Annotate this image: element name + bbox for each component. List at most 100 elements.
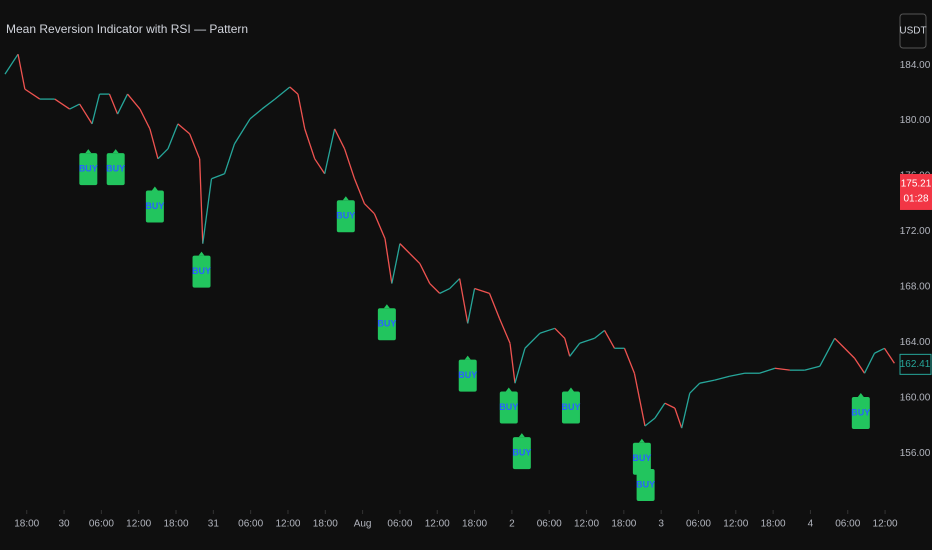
price-segment — [116, 93, 129, 115]
price-segment — [883, 347, 895, 364]
signal-tip — [638, 438, 645, 443]
signal-label: BUY — [145, 201, 164, 211]
signal-box — [458, 359, 477, 392]
buy-signal: BUY — [192, 251, 211, 288]
signal-box — [561, 391, 580, 424]
chart-title: Mean Reversion Indicator with RSI — Patt… — [6, 22, 248, 36]
price-segment — [623, 348, 636, 374]
price-segment — [409, 253, 421, 265]
price-segment — [674, 407, 683, 429]
signal-tip — [342, 196, 349, 201]
price-segment — [554, 327, 566, 339]
price-segment — [364, 203, 375, 215]
price-segment — [449, 278, 461, 289]
price-segment — [399, 243, 411, 255]
x-tick-label: 18:00 — [14, 519, 39, 530]
price-segment — [644, 417, 656, 427]
signal-box — [106, 153, 125, 186]
y-tick-label: 180.00 — [900, 115, 931, 126]
quote-label[interactable]: USDT — [899, 26, 926, 37]
signal-tip — [112, 149, 119, 154]
price-segment — [314, 158, 326, 175]
price-segment — [167, 123, 179, 150]
price-segment — [467, 288, 476, 324]
signal-box — [499, 391, 518, 424]
signal-box — [636, 469, 655, 502]
price-segment — [509, 343, 516, 384]
price-segment — [261, 98, 276, 110]
price-segment — [391, 243, 401, 284]
price-segment — [189, 133, 201, 160]
signal-label: BUY — [106, 163, 125, 173]
buy-signal: BUY — [145, 186, 164, 223]
price-segment — [343, 148, 356, 179]
signal-label: BUY — [458, 370, 477, 380]
price-segment — [654, 402, 666, 419]
x-tick-label: 18:00 — [462, 519, 487, 530]
signal-tip — [198, 251, 205, 256]
signal-label: BUY — [632, 453, 651, 463]
x-tick-label: 12:00 — [873, 519, 898, 530]
price-segment — [874, 347, 885, 354]
price-segment — [334, 128, 346, 150]
price-segment — [579, 337, 595, 344]
price-segment — [564, 338, 571, 357]
price-segment — [429, 283, 441, 294]
price-segment — [324, 128, 336, 174]
price-segment — [69, 103, 80, 110]
price-segment — [439, 287, 450, 294]
price-segment — [199, 158, 204, 244]
price-segment — [804, 365, 820, 371]
price-segment — [4, 53, 19, 75]
x-tick-label: 06:00 — [238, 519, 263, 530]
price-segment — [17, 54, 26, 90]
x-tick-label: 06:00 — [686, 519, 711, 530]
price-segment — [91, 93, 101, 125]
price-segment — [419, 263, 431, 284]
x-tick-label: 12:00 — [723, 519, 748, 530]
last-price-label: 175.21 — [901, 179, 932, 190]
buy-signal: BUY — [79, 149, 98, 186]
price-segment — [384, 238, 393, 284]
price-segment — [603, 330, 616, 349]
price-segment — [514, 348, 526, 384]
signal-tip — [151, 186, 158, 191]
price-segment — [524, 332, 541, 349]
x-tick-label: 31 — [208, 519, 220, 530]
price-segment — [834, 337, 846, 349]
price-segment — [774, 367, 790, 371]
signal-tip — [505, 387, 512, 392]
signal-box — [336, 200, 355, 233]
price-segment — [699, 379, 715, 384]
x-tick-label: 12:00 — [574, 519, 599, 530]
price-segment — [127, 93, 141, 110]
signal-label: BUY — [79, 163, 98, 173]
price-segment — [863, 352, 876, 374]
y-tick-label: 164.00 — [900, 337, 931, 348]
price-segment — [759, 367, 776, 374]
buy-signal: BUY — [512, 433, 531, 470]
x-tick-label: 30 — [59, 519, 71, 530]
quote-button[interactable] — [899, 13, 927, 49]
buy-signal: BUY — [458, 355, 477, 392]
x-tick-label: 18:00 — [761, 519, 786, 530]
y-tick-label: 168.00 — [900, 282, 931, 293]
signal-box — [192, 255, 211, 288]
signal-tip — [383, 304, 390, 309]
price-segment — [689, 382, 701, 394]
price-segment — [569, 342, 581, 357]
signal-label: BUY — [512, 448, 531, 458]
x-tick-label: 18:00 — [164, 519, 189, 530]
buy-signal: BUY — [851, 392, 870, 429]
price-segment — [223, 143, 236, 174]
price-segment — [249, 108, 263, 120]
x-tick-label: 06:00 — [537, 519, 562, 530]
x-tick-label: 12:00 — [275, 519, 300, 530]
price-segment — [54, 98, 71, 110]
price-segment — [149, 128, 159, 159]
countdown-label: 01:28 — [903, 194, 928, 205]
x-tick-label: 06:00 — [387, 519, 412, 530]
x-tick-label: 18:00 — [611, 519, 636, 530]
price-segment — [459, 278, 469, 324]
